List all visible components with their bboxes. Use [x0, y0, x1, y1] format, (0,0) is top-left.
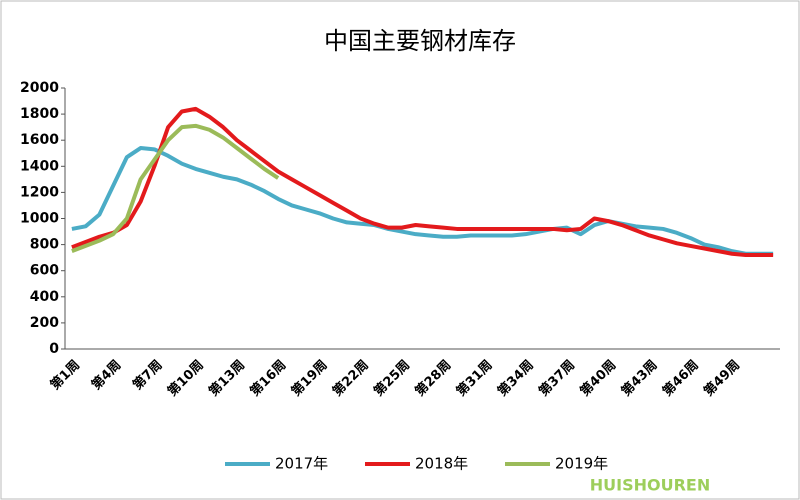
y-tick-label: 200	[30, 315, 59, 331]
y-tick-label: 1200	[20, 184, 59, 200]
y-tick-label: 1400	[20, 158, 59, 174]
series-line	[71, 146, 774, 256]
y-tick-label: 1600	[20, 132, 59, 148]
legend-label: 2019年	[555, 455, 608, 473]
series-line	[71, 123, 280, 253]
series-line	[71, 106, 774, 258]
y-tick-label: 800	[30, 237, 59, 253]
y-tick-label: 2000	[20, 80, 59, 96]
y-tick-label: 1000	[20, 211, 59, 227]
y-tick-label: 400	[30, 289, 59, 305]
legend-label: 2017年	[275, 455, 328, 473]
watermark: HUISHOUREN	[590, 476, 710, 495]
y-tick-label: 0	[49, 341, 59, 357]
y-tick-label: 1800	[20, 106, 59, 122]
chart-title: 中国主要钢材库存	[324, 27, 516, 55]
legend-label: 2018年	[415, 455, 468, 473]
y-tick-label: 600	[30, 263, 59, 279]
